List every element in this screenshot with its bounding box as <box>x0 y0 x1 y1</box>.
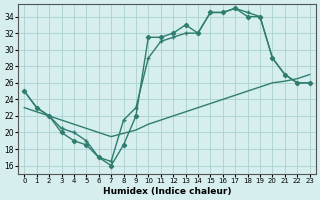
X-axis label: Humidex (Indice chaleur): Humidex (Indice chaleur) <box>103 187 231 196</box>
